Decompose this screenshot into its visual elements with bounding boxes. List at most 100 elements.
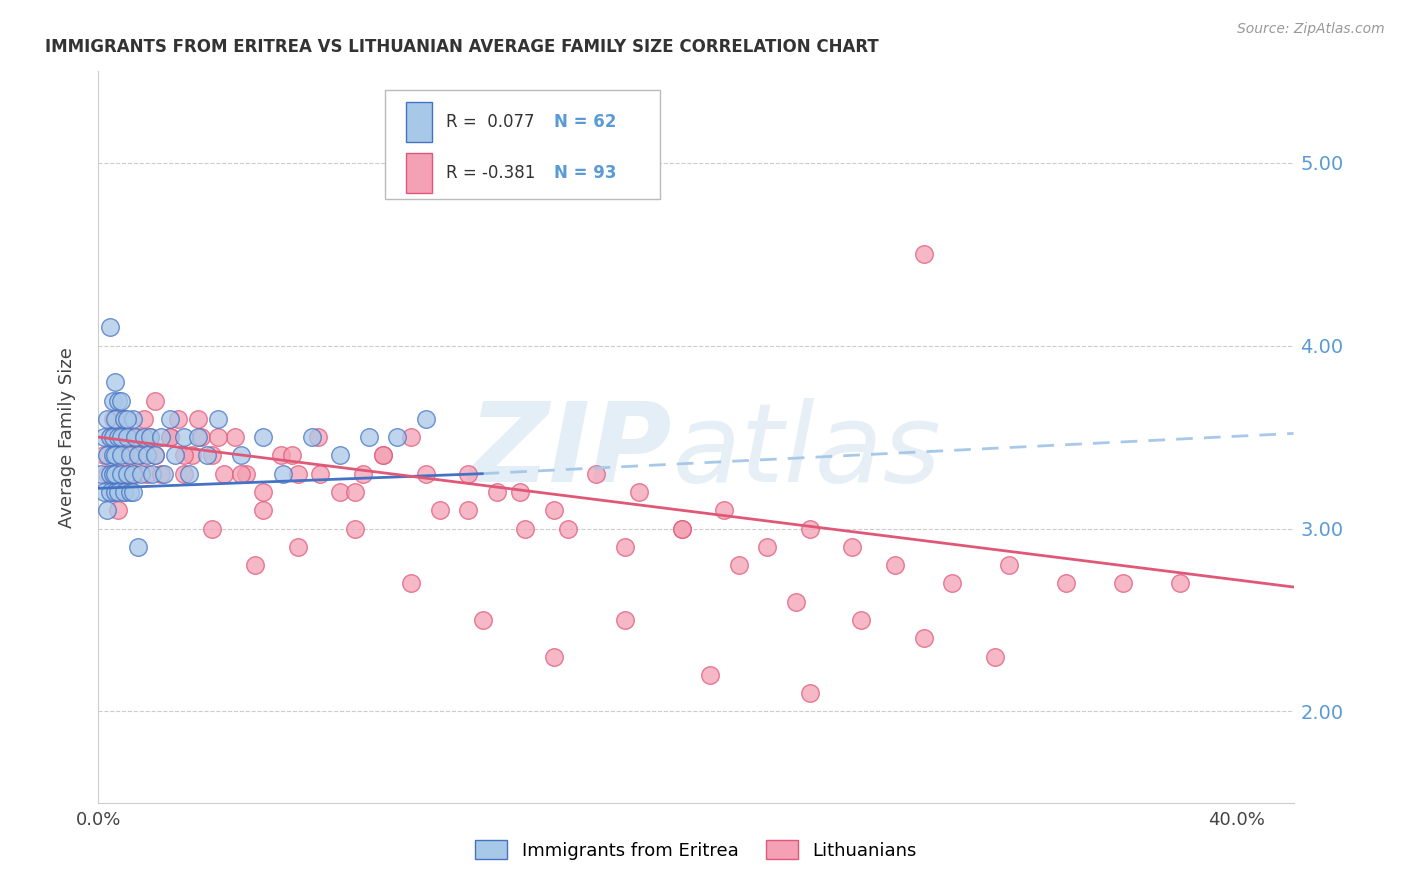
Point xyxy=(96,467,118,481)
Point xyxy=(98,430,121,444)
Point xyxy=(159,412,181,426)
Point xyxy=(132,430,155,444)
Point xyxy=(98,320,121,334)
FancyBboxPatch shape xyxy=(385,90,661,200)
Point xyxy=(107,503,129,517)
Point xyxy=(112,412,135,426)
Point xyxy=(127,540,149,554)
Point xyxy=(112,412,135,426)
Point xyxy=(121,485,143,500)
Point xyxy=(187,412,209,426)
Point xyxy=(281,448,304,462)
Point xyxy=(799,686,821,700)
Text: N = 93: N = 93 xyxy=(554,164,617,182)
Point xyxy=(941,576,963,591)
Point xyxy=(401,430,423,444)
Point xyxy=(309,467,332,481)
Point xyxy=(187,430,209,444)
Point xyxy=(115,430,138,444)
Point xyxy=(129,448,152,462)
Point xyxy=(121,412,143,426)
Point xyxy=(224,430,246,444)
Point xyxy=(671,521,693,535)
Point xyxy=(110,430,132,444)
Point xyxy=(343,485,366,500)
Point xyxy=(509,485,531,500)
Text: N = 62: N = 62 xyxy=(554,113,617,131)
Point xyxy=(984,649,1007,664)
Point xyxy=(118,485,141,500)
Point xyxy=(98,467,121,481)
Text: ZIP: ZIP xyxy=(468,398,672,505)
Point xyxy=(167,412,190,426)
Point xyxy=(273,467,295,481)
Point xyxy=(107,393,129,408)
Point xyxy=(841,540,863,554)
Point xyxy=(96,448,118,462)
Text: atlas: atlas xyxy=(672,398,941,505)
Point xyxy=(101,393,124,408)
Point xyxy=(585,467,607,481)
Point xyxy=(252,430,274,444)
Point xyxy=(173,448,195,462)
Point xyxy=(150,467,173,481)
Point xyxy=(1168,576,1191,591)
Point xyxy=(543,503,565,517)
Point xyxy=(101,412,124,426)
Point xyxy=(557,521,579,535)
Point xyxy=(699,667,721,681)
Point xyxy=(96,503,118,517)
Point xyxy=(135,448,157,462)
Point xyxy=(104,375,127,389)
Point xyxy=(329,485,352,500)
Point xyxy=(101,485,124,500)
Point xyxy=(385,430,409,444)
Point xyxy=(181,448,204,462)
Point xyxy=(998,558,1021,573)
Point xyxy=(96,412,118,426)
Point xyxy=(101,467,124,481)
Text: IMMIGRANTS FROM ERITREA VS LITHUANIAN AVERAGE FAMILY SIZE CORRELATION CHART: IMMIGRANTS FROM ERITREA VS LITHUANIAN AV… xyxy=(45,38,879,56)
Point xyxy=(110,430,132,444)
Point xyxy=(613,613,636,627)
Point xyxy=(235,467,257,481)
Point xyxy=(252,485,274,500)
Point xyxy=(121,467,143,481)
Point xyxy=(150,430,173,444)
Point xyxy=(371,448,394,462)
Point xyxy=(112,485,135,500)
Point xyxy=(115,467,138,481)
Point xyxy=(115,412,138,426)
Point xyxy=(229,467,252,481)
Point xyxy=(110,467,132,481)
Point xyxy=(101,448,124,462)
Point xyxy=(124,430,146,444)
Point xyxy=(143,448,166,462)
Point xyxy=(287,540,309,554)
Bar xyxy=(405,102,432,142)
Point xyxy=(132,412,155,426)
Point xyxy=(287,467,309,481)
Point xyxy=(301,430,323,444)
Point xyxy=(371,448,394,462)
Point xyxy=(415,412,437,426)
Point xyxy=(343,521,366,535)
Point xyxy=(429,503,451,517)
Point xyxy=(104,467,127,481)
Point xyxy=(485,485,508,500)
Point xyxy=(628,485,651,500)
Point xyxy=(138,430,160,444)
Point xyxy=(912,247,935,261)
Point xyxy=(329,448,352,462)
Point xyxy=(159,430,181,444)
Point xyxy=(107,430,129,444)
Point xyxy=(93,485,115,500)
Point xyxy=(212,467,235,481)
Point xyxy=(141,467,163,481)
Point xyxy=(143,393,166,408)
Point xyxy=(165,448,187,462)
Point xyxy=(190,430,212,444)
Point xyxy=(138,430,160,444)
Point xyxy=(90,467,112,481)
Point xyxy=(457,467,479,481)
